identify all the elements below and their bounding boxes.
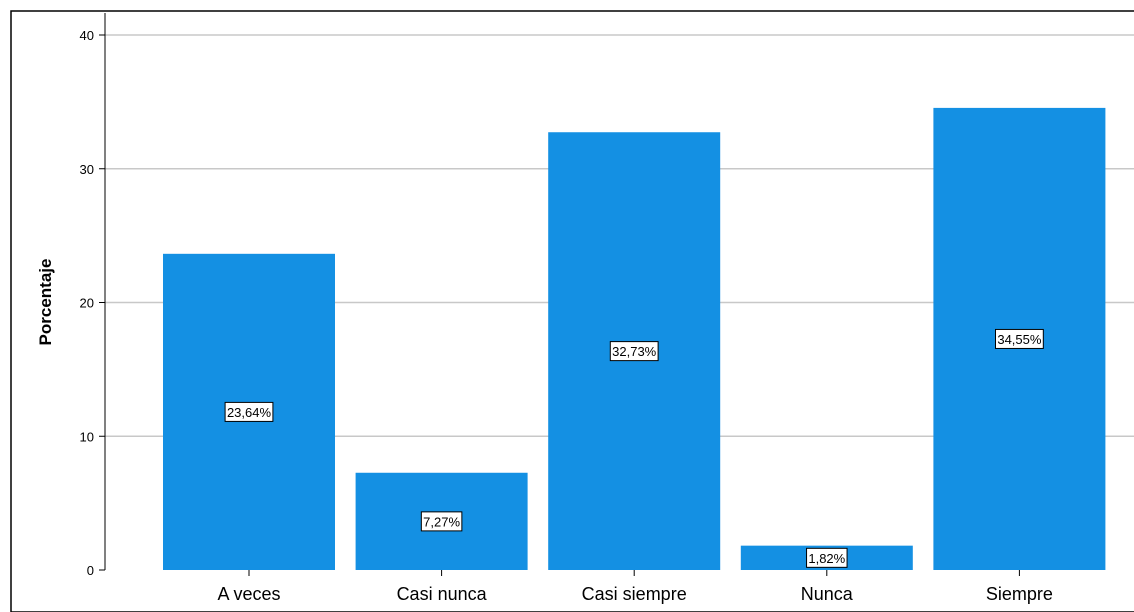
data-label-box bbox=[609, 341, 659, 362]
y-ticks: 0 10 20 30 40 bbox=[80, 28, 105, 578]
data-label-box bbox=[995, 328, 1044, 349]
category-label: A veces bbox=[217, 584, 280, 604]
y-tick-label: 30 bbox=[80, 162, 94, 177]
category-label: Siempre bbox=[986, 584, 1053, 604]
y-tick-label: 10 bbox=[80, 429, 94, 444]
bars bbox=[163, 107, 1106, 571]
data-label: 1,82% bbox=[808, 551, 845, 566]
category-label: Casi siempre bbox=[582, 584, 687, 604]
data-label-box bbox=[224, 401, 274, 422]
category-label: Nunca bbox=[801, 584, 854, 604]
data-label: 7,27% bbox=[423, 514, 460, 529]
y-tick-label: 0 bbox=[87, 563, 94, 578]
x-ticks: A veces Casi nunca Casi siempre Nunca Siempr… bbox=[217, 570, 1053, 604]
data-label-box bbox=[420, 511, 463, 532]
data-label: 23,64% bbox=[227, 405, 272, 420]
data-labels: 23,64% 7,27% 32,73% 1,82% 34,55% bbox=[224, 328, 1044, 568]
y-tick-label: 40 bbox=[80, 28, 94, 43]
y-axis-label: Porcentaje bbox=[36, 259, 55, 346]
data-label: 32,73% bbox=[612, 344, 657, 359]
y-tick-label: 20 bbox=[80, 296, 94, 311]
data-label: 34,55% bbox=[997, 332, 1042, 347]
category-label: Casi nunca bbox=[397, 584, 488, 604]
data-label-box bbox=[806, 547, 848, 568]
